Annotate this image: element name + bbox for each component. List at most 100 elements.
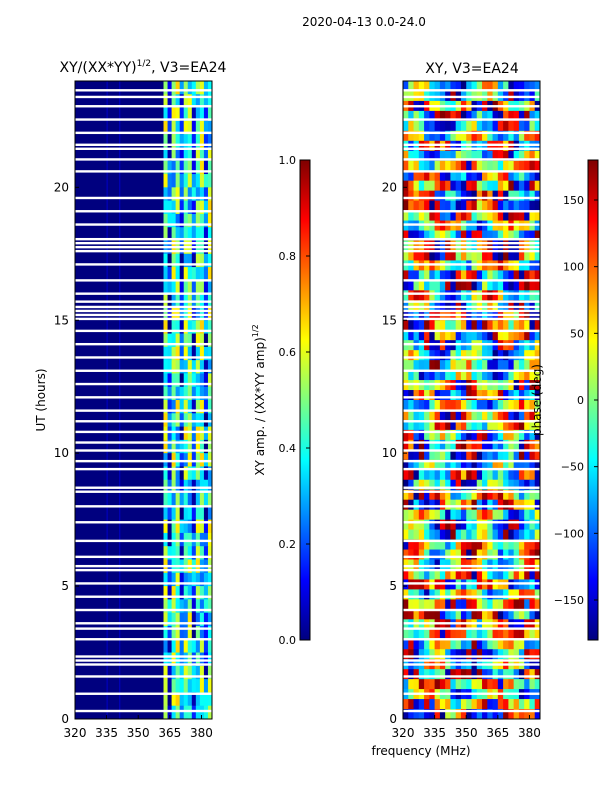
phase-cell: [460, 270, 467, 281]
phase-cell: [439, 629, 446, 640]
phase-cell: [482, 400, 488, 411]
phase-cell: [413, 499, 420, 511]
phase-cell: [471, 509, 478, 521]
phase-cell: [529, 140, 536, 152]
amplitude-cell: [199, 213, 205, 228]
phase-cell: [403, 160, 409, 172]
phase-cell: [429, 230, 436, 241]
amplitude-xtick-label: 350: [127, 726, 150, 740]
phase-cell: [408, 260, 415, 271]
phase-cell: [403, 360, 409, 371]
amplitude-cell: [175, 346, 181, 361]
phase-cell: [534, 589, 540, 600]
phase-cell: [534, 250, 540, 261]
phase-cell: [497, 469, 504, 481]
phase-cell: [492, 639, 499, 650]
amplitude-cell: [191, 107, 197, 122]
phase-cell: [534, 170, 540, 182]
phase-cell: [403, 370, 409, 381]
amplitude-cell: [163, 612, 169, 627]
amplitude-cell: [175, 227, 181, 241]
phase-cell: [471, 130, 478, 142]
amplitude-cell: [195, 174, 201, 188]
amplitude-cell: [203, 612, 209, 627]
amplitude-cell: [195, 147, 201, 162]
phase-cell: [450, 260, 457, 271]
phase-cell: [503, 449, 509, 461]
phase-cell: [492, 579, 499, 590]
phase-cell: [513, 429, 520, 441]
amplitude-cell: [199, 147, 205, 162]
phase-cell: [424, 699, 430, 710]
phase-cell: [418, 140, 425, 152]
phase-cbar-tick-label: 100: [563, 261, 584, 274]
phase-cell: [439, 260, 446, 271]
amplitude-colorbar-gradient: [299, 159, 311, 641]
phase-cell: [534, 479, 540, 491]
phase-cell: [424, 569, 430, 580]
phase-flag-row: [403, 170, 540, 173]
amplitude-cell: [183, 107, 189, 122]
phase-cell: [434, 479, 441, 491]
amplitude-cell: [179, 213, 185, 228]
phase-cell: [508, 489, 515, 501]
amplitude-cell: [199, 493, 205, 507]
phase-cell: [445, 469, 451, 481]
phase-cell: [418, 669, 425, 680]
amplitude-cell: [175, 519, 181, 534]
phase-cell: [429, 340, 436, 351]
phase-cell: [460, 449, 467, 461]
amplitude-cell: [187, 227, 193, 241]
amplitude-cell: [187, 120, 193, 135]
phase-cell: [503, 509, 509, 521]
phase-cell: [418, 489, 425, 501]
amplitude-cell: [191, 400, 197, 414]
amplitude-cell: [163, 107, 169, 122]
amplitude-colorbar-ticks: 0.00.20.40.60.81.0: [279, 154, 310, 647]
amplitude-cell: [175, 386, 181, 401]
phase-cell: [429, 499, 436, 511]
phase-cell: [466, 150, 472, 162]
phase-cell: [497, 330, 504, 341]
phase-cell: [445, 110, 451, 122]
phase-cell: [424, 280, 430, 291]
phase-cell: [424, 350, 430, 361]
amplitude-cell: [203, 320, 209, 335]
phase-cell: [445, 709, 451, 719]
phase-flag-row: [403, 638, 540, 641]
phase-cell: [408, 360, 415, 371]
amplitude-cbar-tick-label: 0.2: [279, 538, 297, 551]
phase-cell: [508, 549, 515, 560]
phase-cell: [503, 340, 509, 351]
amplitude-cell: [175, 94, 181, 109]
phase-cell: [476, 400, 483, 411]
amplitude-cell: [191, 572, 197, 587]
phase-xtick-label: 335: [423, 726, 446, 740]
phase-cell: [413, 449, 420, 461]
phase-cell: [418, 130, 425, 142]
phase-cell: [408, 419, 415, 431]
amplitude-cell: [203, 386, 209, 401]
amplitude-xtick-label: 335: [95, 726, 118, 740]
phase-cell: [497, 529, 504, 541]
phase-cell: [524, 140, 530, 152]
phase-cell: [424, 180, 430, 192]
amplitude-cell: [187, 625, 193, 640]
phase-cell: [460, 320, 467, 331]
amplitude-cell: [199, 519, 205, 534]
phase-cell: [529, 569, 536, 580]
phase-cell: [492, 489, 499, 501]
phase-cell: [466, 499, 472, 511]
amplitude-cell: [199, 134, 205, 148]
phase-cell: [524, 409, 530, 421]
phase-cell: [476, 499, 483, 511]
phase-cell: [418, 150, 425, 162]
phase-cell: [476, 350, 483, 361]
phase-cell: [476, 569, 483, 580]
phase-cell: [503, 629, 509, 640]
phase-cell: [518, 400, 525, 411]
phase-cell: [418, 429, 425, 441]
amplitude-cell: [207, 174, 212, 188]
phase-cell: [534, 669, 540, 680]
amplitude-cell: [199, 625, 205, 640]
